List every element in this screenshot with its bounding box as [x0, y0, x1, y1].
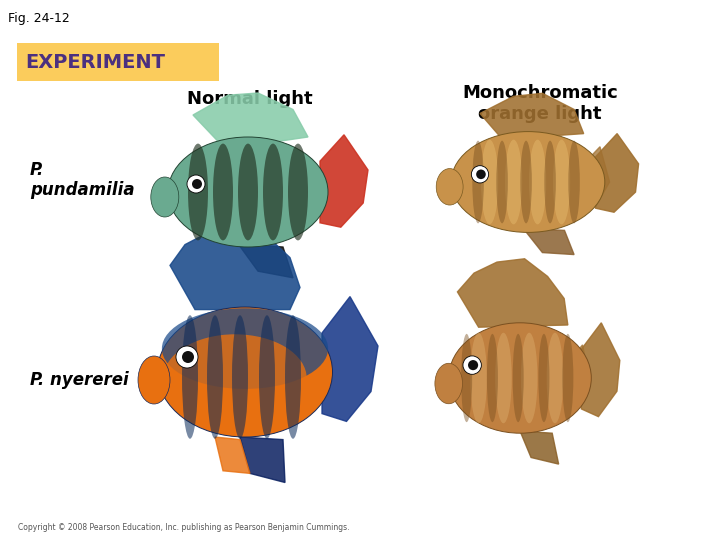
Ellipse shape — [505, 140, 522, 224]
Ellipse shape — [472, 141, 484, 224]
Ellipse shape — [207, 315, 223, 438]
Ellipse shape — [487, 334, 498, 422]
Ellipse shape — [263, 144, 283, 240]
Ellipse shape — [163, 334, 307, 423]
Polygon shape — [595, 133, 639, 212]
Ellipse shape — [238, 144, 258, 240]
Polygon shape — [581, 323, 620, 417]
Circle shape — [187, 175, 205, 193]
Ellipse shape — [188, 144, 208, 240]
Circle shape — [463, 356, 482, 374]
Polygon shape — [193, 93, 308, 141]
Circle shape — [192, 179, 202, 189]
Ellipse shape — [568, 141, 580, 224]
Ellipse shape — [539, 334, 549, 422]
Ellipse shape — [435, 363, 462, 404]
Ellipse shape — [213, 144, 233, 240]
Text: Monochromatic
orange light: Monochromatic orange light — [462, 84, 618, 123]
Circle shape — [468, 360, 478, 370]
Text: Fig. 24-12: Fig. 24-12 — [8, 12, 70, 25]
Circle shape — [176, 346, 198, 368]
Ellipse shape — [451, 132, 605, 232]
Ellipse shape — [150, 177, 179, 217]
Circle shape — [182, 351, 194, 363]
Ellipse shape — [182, 315, 198, 438]
Polygon shape — [322, 296, 378, 421]
Ellipse shape — [495, 333, 512, 423]
Ellipse shape — [496, 141, 508, 224]
Ellipse shape — [232, 315, 248, 438]
Polygon shape — [581, 147, 610, 207]
Polygon shape — [240, 437, 285, 483]
Ellipse shape — [461, 334, 472, 422]
FancyBboxPatch shape — [17, 43, 219, 81]
Text: Normal light: Normal light — [187, 90, 312, 108]
Ellipse shape — [546, 333, 563, 423]
Ellipse shape — [529, 140, 546, 224]
Ellipse shape — [513, 334, 523, 422]
Ellipse shape — [168, 137, 328, 247]
Ellipse shape — [436, 168, 463, 205]
Ellipse shape — [481, 140, 498, 224]
Polygon shape — [480, 93, 584, 136]
Ellipse shape — [521, 333, 537, 423]
Text: P.
pundamilia: P. pundamilia — [30, 160, 135, 199]
Circle shape — [472, 166, 489, 183]
Ellipse shape — [470, 333, 487, 423]
Ellipse shape — [285, 315, 301, 438]
Ellipse shape — [544, 141, 556, 224]
Text: Copyright © 2008 Pearson Education, Inc. publishing as Pearson Benjamin Cummings: Copyright © 2008 Pearson Education, Inc.… — [18, 523, 349, 532]
Polygon shape — [523, 228, 574, 254]
Polygon shape — [238, 244, 293, 278]
Polygon shape — [520, 431, 559, 464]
Polygon shape — [320, 135, 368, 227]
Ellipse shape — [259, 315, 275, 438]
Polygon shape — [566, 345, 589, 402]
Polygon shape — [457, 259, 568, 327]
Ellipse shape — [553, 140, 570, 224]
Text: P. nyererei: P. nyererei — [30, 371, 129, 389]
Ellipse shape — [138, 356, 170, 404]
Ellipse shape — [562, 334, 573, 422]
Ellipse shape — [449, 323, 591, 433]
Ellipse shape — [288, 144, 308, 240]
Circle shape — [476, 170, 486, 179]
Ellipse shape — [521, 141, 532, 224]
Ellipse shape — [158, 307, 333, 437]
Ellipse shape — [162, 308, 328, 389]
Polygon shape — [170, 226, 300, 309]
Polygon shape — [215, 437, 250, 474]
Text: EXPERIMENT: EXPERIMENT — [25, 52, 165, 71]
